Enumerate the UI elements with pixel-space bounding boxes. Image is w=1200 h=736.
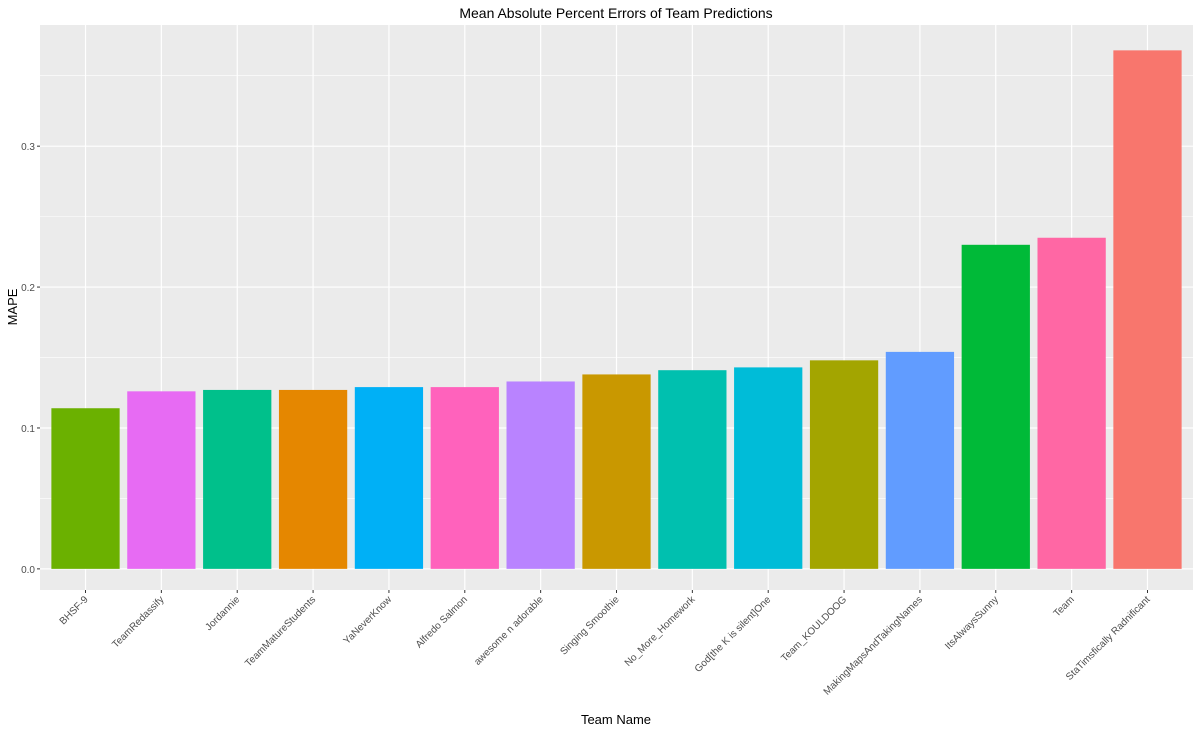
x-tick-label: God[the K is silent]One [693, 594, 774, 675]
x-tick-label: TeamMatureStudents [243, 594, 318, 669]
bar [51, 408, 120, 569]
bar [430, 387, 499, 569]
bar [506, 381, 575, 569]
y-axis: 0.0 0.1 0.2 0.3 [21, 142, 40, 576]
bar [658, 370, 727, 569]
x-tick-label: No_More_Homework [623, 594, 698, 669]
x-tick-label: Alfredo Salmon [414, 594, 470, 650]
y-tick-label: 0.0 [21, 565, 35, 576]
x-axis-label: Team Name [581, 712, 651, 727]
bar [809, 360, 879, 569]
bar [734, 367, 803, 569]
x-tick-label: Team_KOULDOOG [779, 594, 849, 664]
bar [354, 387, 424, 569]
x-tick-label: ItsAlwaysSunny [943, 594, 1001, 652]
bar [885, 351, 955, 569]
bar [127, 391, 196, 569]
x-tick-label: TeamRedassify [110, 594, 166, 650]
bar [203, 389, 272, 569]
x-tick-label: YaNeverKnow [342, 594, 395, 647]
x-tick-label: Jordannie [204, 594, 243, 633]
x-tick-label: awesome n adorable [472, 594, 546, 668]
y-tick-label: 0.1 [21, 424, 35, 435]
bar [582, 374, 651, 569]
x-axis: BHSF-9 TeamRedassify Jordannie TeamMatureSt… [58, 590, 1153, 698]
bars [51, 50, 1182, 569]
x-tick-label: Singing Smoothie [558, 594, 622, 658]
y-axis-label: MAPE [5, 288, 20, 325]
y-tick-label: 0.2 [21, 283, 35, 294]
chart-title: Mean Absolute Percent Errors of Team Pre… [459, 5, 772, 21]
x-tick-label: StaTimsfically Radnificant [1064, 594, 1153, 683]
bar [961, 244, 1030, 569]
y-tick-label: 0.3 [21, 142, 35, 153]
bar [278, 389, 348, 569]
x-tick-label: Team [1052, 594, 1077, 619]
x-tick-label: BHSF-9 [58, 594, 91, 627]
bar [1037, 237, 1106, 569]
bar [1113, 50, 1182, 569]
